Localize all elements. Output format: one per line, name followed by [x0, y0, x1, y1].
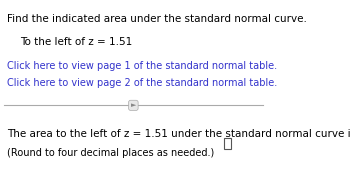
Text: To the left of z = 1.51: To the left of z = 1.51	[20, 37, 132, 47]
Text: Find the indicated area under the standard normal curve.: Find the indicated area under the standa…	[7, 14, 307, 24]
Text: The area to the left of z = 1.51 under the standard normal curve is: The area to the left of z = 1.51 under t…	[7, 129, 350, 139]
Text: (Round to four decimal places as needed.): (Round to four decimal places as needed.…	[7, 148, 214, 158]
Text: Click here to view page 1 of the standard normal table.: Click here to view page 1 of the standar…	[7, 61, 277, 71]
Text: ►: ►	[131, 102, 136, 108]
Bar	[224, 139, 231, 149]
Text: Click here to view page 2 of the standard normal table.: Click here to view page 2 of the standar…	[7, 78, 277, 88]
